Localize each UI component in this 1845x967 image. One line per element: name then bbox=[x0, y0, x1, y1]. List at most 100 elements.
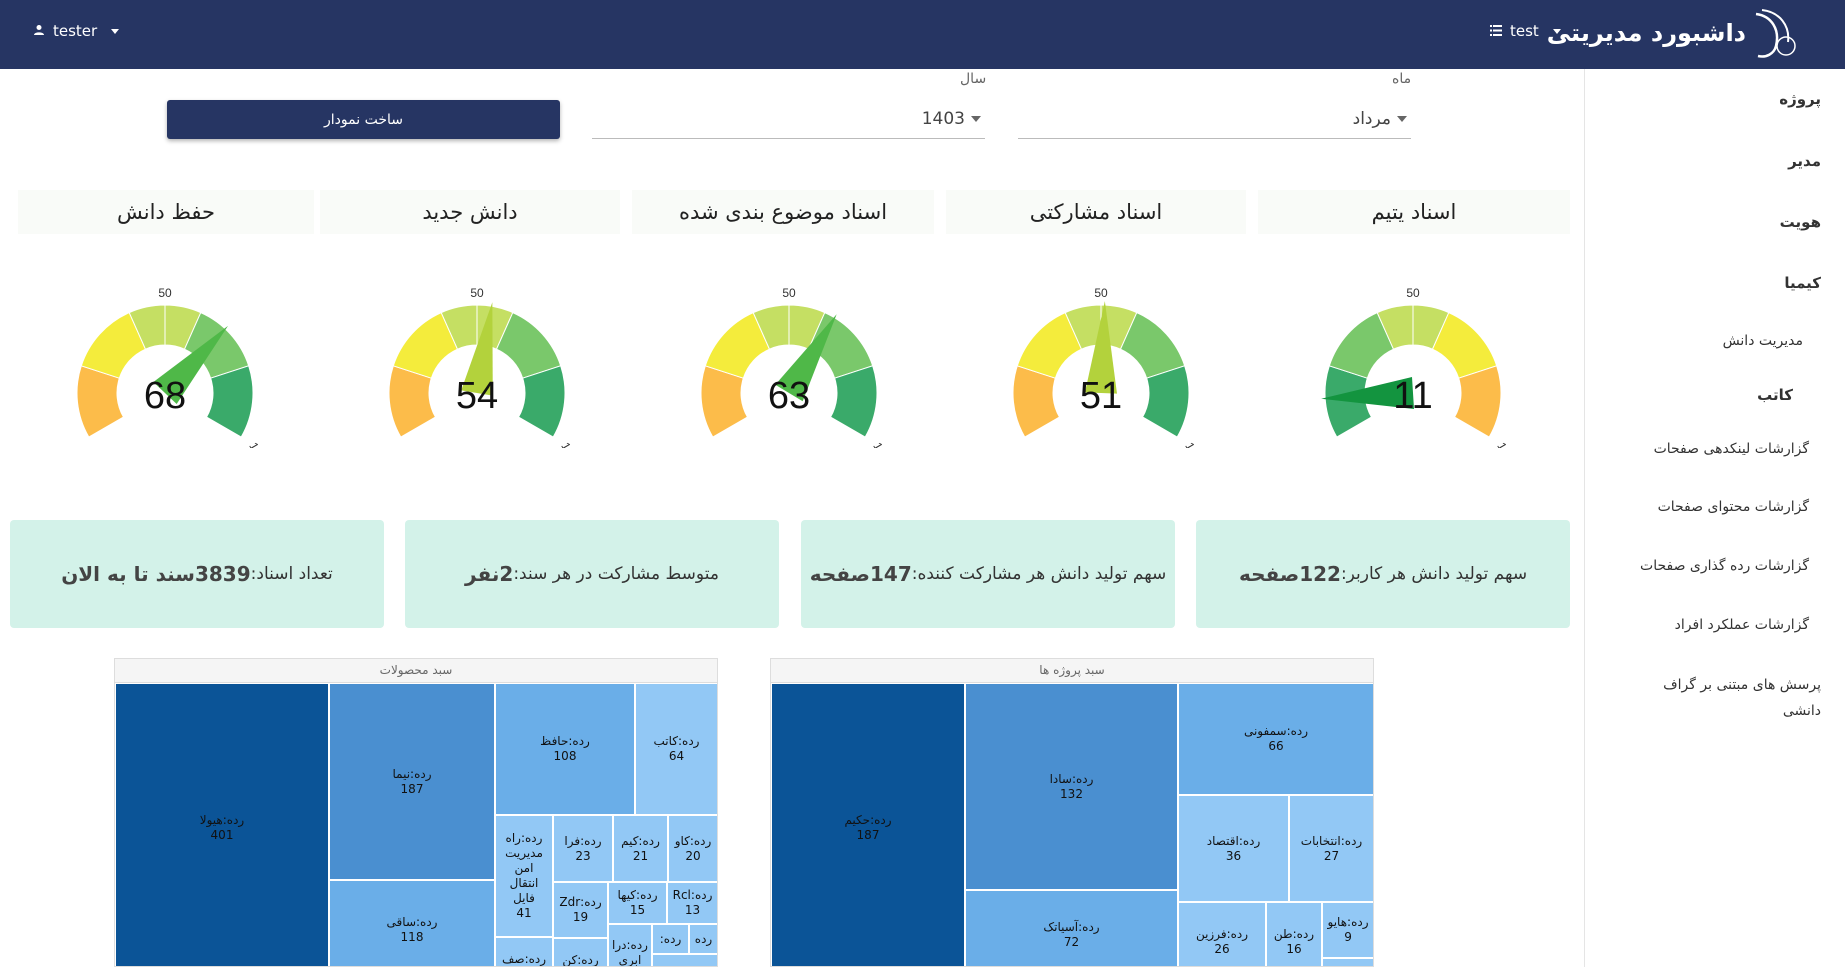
treemap-cell[interactable] bbox=[1322, 958, 1373, 966]
treemap-cell[interactable]: رده:فرزین 26 bbox=[1178, 902, 1266, 966]
treemap-cell[interactable]: رده:کاتب 64 bbox=[635, 683, 717, 815]
month-select[interactable]: مرداد bbox=[1018, 99, 1411, 139]
gauge-collaborative: 51 50 0 100 bbox=[1003, 286, 1205, 448]
treemap-cell[interactable]: رده bbox=[689, 924, 717, 954]
cell-label: رده bbox=[694, 931, 713, 946]
stat-value: 147صفحه bbox=[809, 562, 912, 586]
sidebar-item-category-reports[interactable]: گزارشات رده گذاری صفحات bbox=[1640, 558, 1809, 574]
gauge-tick-label: 50 bbox=[158, 286, 172, 300]
gauge-tick-label: 0 bbox=[1003, 445, 1019, 448]
brand[interactable]: داشبورد مدیریتی bbox=[1547, 6, 1800, 60]
cell-value: 72 bbox=[1063, 935, 1080, 949]
gauge-tick-label: 0 bbox=[379, 445, 395, 448]
treemap-title: سبد پروژه ها bbox=[771, 659, 1373, 683]
stat-value: 3839سند تا به الان bbox=[61, 562, 251, 586]
build-chart-button[interactable]: ساخت نمودار bbox=[167, 100, 560, 139]
stat-card-per-user: سهم تولید دانش هر کاربر: 122صفحه bbox=[1196, 520, 1570, 628]
cell-value: 23 bbox=[575, 848, 591, 863]
gauge-needle bbox=[461, 302, 493, 396]
treemap-cell[interactable]: رده:حافظ 108 bbox=[495, 683, 635, 815]
month-value: مرداد bbox=[1352, 108, 1391, 129]
treemap-cell[interactable]: رده:اقتصاد 36 bbox=[1178, 795, 1289, 902]
cell-label: رده:هیولا bbox=[199, 813, 245, 827]
cell-label: رده:فرا bbox=[564, 833, 602, 848]
gauge-knowledge-retention: 68 50 0 100 bbox=[67, 286, 269, 448]
gauge-title-orphan: اسناد یتیم bbox=[1258, 190, 1570, 234]
project-menu[interactable]: test bbox=[1490, 22, 1561, 40]
treemap-cell[interactable]: رده:درا ابری bbox=[608, 924, 652, 967]
cell-label: رده:انتخابات bbox=[1300, 833, 1363, 848]
sidebar-item-graph-queries[interactable]: پرسش های مبتنی بر گراف دانشی bbox=[1663, 677, 1821, 719]
cell-label: رده:هایو bbox=[1327, 915, 1369, 929]
stat-value: 2نفر bbox=[465, 562, 514, 586]
cell-value: 13 bbox=[684, 903, 701, 917]
treemap-cell[interactable]: رده:Zdr 19 bbox=[553, 882, 608, 938]
sidebar-item-kateb[interactable]: کاتب bbox=[1757, 386, 1793, 404]
cell-label: رده:ساقی bbox=[386, 915, 438, 929]
cell-value: 41 bbox=[516, 906, 532, 920]
treemap-cell[interactable]: رده:حکیم 187 bbox=[771, 683, 965, 966]
treemap-cell[interactable]: رده: bbox=[652, 924, 689, 954]
cell-label: رده:کن bbox=[562, 952, 599, 967]
brand-title: داشبورد مدیریتی bbox=[1546, 19, 1746, 47]
cell-label: رده:اقتصاد bbox=[1206, 833, 1261, 848]
cell-label: رده:نیما bbox=[392, 766, 432, 781]
sidebar-item-people-reports[interactable]: گزارشات عملکرد افراد bbox=[1674, 617, 1809, 633]
treemap-cell[interactable]: رده:Rcl 13 bbox=[667, 882, 717, 924]
treemap-cell[interactable]: رده:طن 16 bbox=[1266, 902, 1322, 966]
cell-label: رده:سادا bbox=[1049, 771, 1094, 786]
treemap-cell[interactable]: رده:سادا 132 bbox=[965, 683, 1178, 890]
gauge-title-new-knowledge: دانش جدید bbox=[320, 190, 620, 234]
treemap-cell[interactable]: رده:ساقی 118 bbox=[329, 880, 495, 966]
treemap-title: سبد محصولات bbox=[115, 659, 717, 683]
cell-label: رده:Rcl bbox=[672, 888, 713, 902]
sidebar-item-link-reports[interactable]: گزارشات لینکدهی صفحات bbox=[1653, 441, 1809, 457]
cell-value: 66 bbox=[1268, 739, 1284, 753]
treemap-cell[interactable]: رده:فرا 23 bbox=[553, 815, 613, 882]
cell-label: رده:Zdr bbox=[559, 895, 602, 909]
sidebar-item-kimia[interactable]: کیمیا bbox=[1784, 274, 1821, 292]
sidebar-item-manager[interactable]: مدیر bbox=[1788, 152, 1821, 170]
treemap-cell[interactable]: رده:کاو 20 bbox=[668, 815, 717, 882]
sidebar-item-identity[interactable]: هویت bbox=[1779, 213, 1821, 231]
treemap-cell[interactable]: رده:هایو 9 bbox=[1322, 902, 1373, 958]
treemap-cell[interactable]: رده:کیها 15 bbox=[608, 882, 667, 924]
gauge-band bbox=[1453, 365, 1502, 438]
sidebar-item-project[interactable]: پروژه bbox=[1779, 90, 1821, 108]
project-label: test bbox=[1510, 22, 1539, 40]
treemap-cell[interactable]: رده:کیم 21 bbox=[613, 815, 668, 882]
gauge-band bbox=[205, 365, 254, 438]
gauge-tick-label: 100 bbox=[1182, 440, 1204, 448]
cell-label: رده:درا ابری bbox=[612, 938, 648, 967]
treemap-cell[interactable]: رده:کن bbox=[553, 938, 608, 967]
gauge-needle bbox=[1321, 377, 1415, 409]
treemap-cell[interactable]: رده:نیما 187 bbox=[329, 683, 495, 880]
treemap-cell[interactable]: رده:انتخابات 27 bbox=[1289, 795, 1373, 902]
sidebar-item-knowledge-management[interactable]: مدیریت دانش bbox=[1722, 333, 1803, 349]
gauge-tick-label: 100 bbox=[246, 440, 268, 448]
year-select[interactable]: 1403 bbox=[592, 99, 985, 139]
sidebar-item-content-reports[interactable]: گزارشات محتوای صفحات bbox=[1657, 499, 1809, 515]
treemap-projects: سبد پروژه ها رده:حکیم 187 رده:سادا 132 رده… bbox=[770, 658, 1374, 967]
treemap-cell[interactable]: رده:آسیاتک 72 bbox=[965, 890, 1178, 966]
treemap-cell[interactable]: رده:سمفونی 66 bbox=[1178, 683, 1373, 795]
gauge-value: 63 bbox=[768, 375, 810, 417]
chevron-down-icon bbox=[111, 28, 120, 34]
chevron-down-icon bbox=[1397, 115, 1407, 122]
treemap-cell[interactable] bbox=[652, 954, 717, 966]
cell-label: رده:کیم bbox=[621, 833, 660, 848]
cell-label: رده:راه مدیریت امن انتقال فایل bbox=[505, 831, 543, 905]
year-value: 1403 bbox=[921, 108, 965, 129]
cell-label: رده:فرزین bbox=[1195, 927, 1249, 941]
cell-label: رده:طن bbox=[1273, 927, 1315, 941]
gauge-tick-label: 0 bbox=[67, 445, 83, 448]
user-menu[interactable]: tester bbox=[33, 22, 120, 40]
treemap-cell[interactable]: رده:هیولا 401 bbox=[115, 683, 329, 966]
treemap-cell[interactable]: رده:راه مدیریت امن انتقال فایل 41 bbox=[495, 815, 553, 937]
cell-value: 21 bbox=[632, 848, 649, 863]
treemap-cell[interactable]: رده:صف bbox=[495, 937, 553, 966]
gauge-needle bbox=[775, 314, 837, 402]
gauge-needle bbox=[1085, 301, 1117, 394]
cell-value: 9 bbox=[1344, 930, 1352, 944]
gauge-needle bbox=[153, 325, 228, 404]
